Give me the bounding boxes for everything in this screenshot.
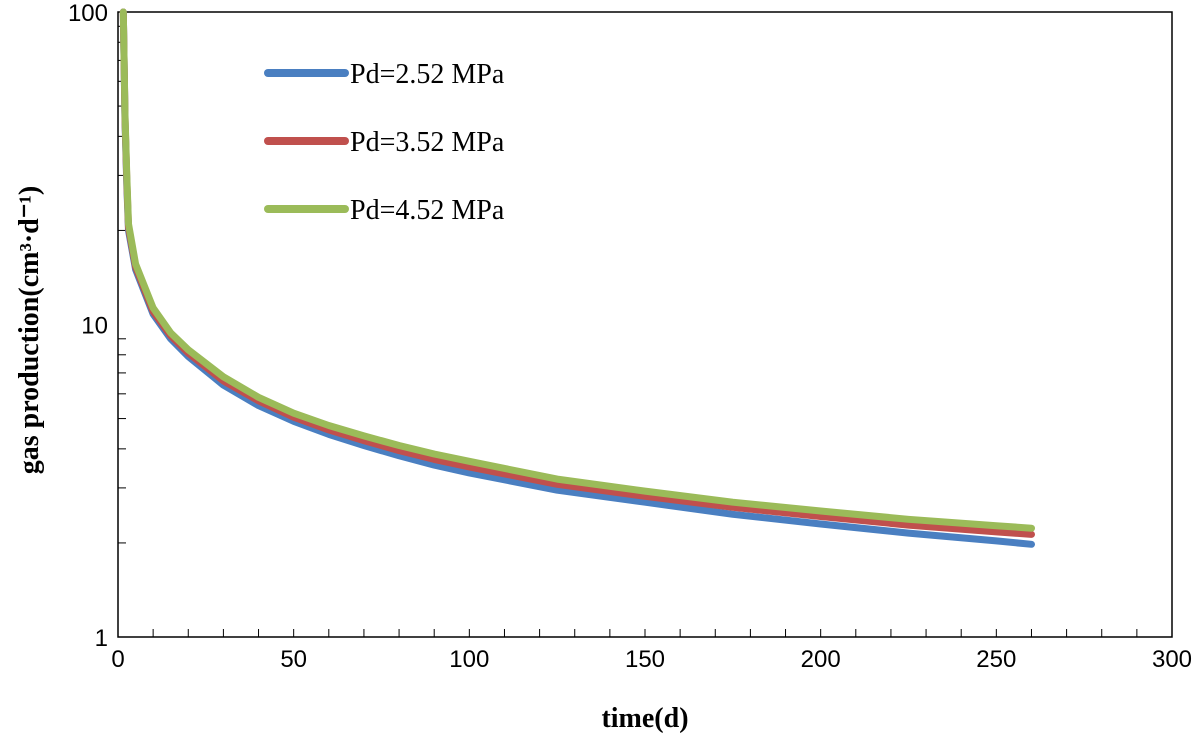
x-tick-label: 300 <box>1152 646 1192 673</box>
x-tick-label: 100 <box>449 646 489 673</box>
legend-label: Pd=2.52 MPa <box>350 59 505 90</box>
x-tick-label: 0 <box>111 646 124 673</box>
x-tick-label: 250 <box>976 646 1016 673</box>
x-axis-title: time(d) <box>601 703 688 734</box>
legend-label: Pd=4.52 MPa <box>350 195 505 226</box>
x-minor-ticks <box>152 629 1138 637</box>
x-tick-label: 200 <box>801 646 841 673</box>
y-axis-title: gas production(cm³·d⁻¹) <box>14 186 45 475</box>
x-tick-labels: 0 50 100 150 200 250 300 <box>111 646 1192 673</box>
series-lines <box>119 8 1035 548</box>
series-line-3 <box>119 8 1035 532</box>
y-tick-label: 10 <box>81 313 108 340</box>
legend: Pd=2.52 MPa Pd=3.52 MPa Pd=4.52 MPa <box>264 59 505 226</box>
x-tick-label: 150 <box>625 646 665 673</box>
y-tick-label: 1 <box>95 625 108 652</box>
y-tick-labels: 1 10 100 <box>68 0 108 652</box>
y-tick-label: 100 <box>68 0 108 27</box>
x-tick-label: 50 <box>280 646 307 673</box>
legend-label: Pd=3.52 MPa <box>350 127 505 158</box>
